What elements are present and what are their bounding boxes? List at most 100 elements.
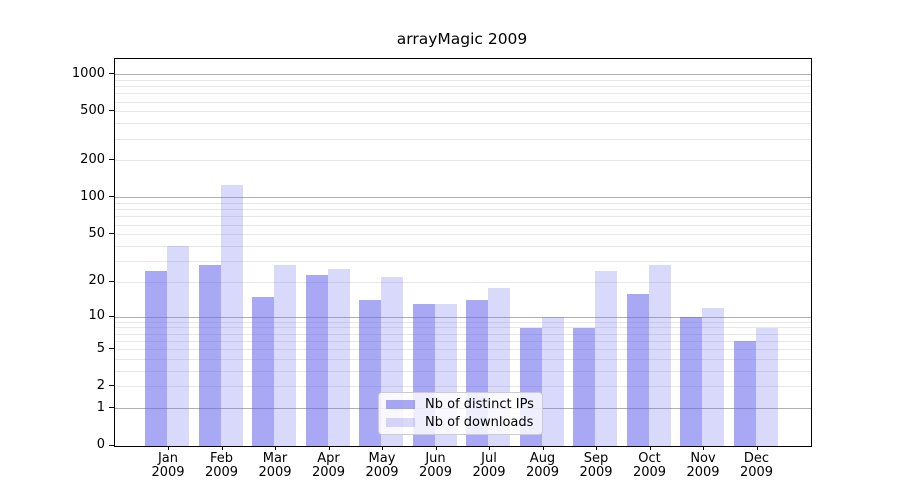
minor-gridline-200 [115, 160, 811, 162]
y-tick-label-1000: 1000 [71, 65, 105, 81]
x-tick-jun [435, 446, 437, 450]
minor-gridline-3 [115, 370, 811, 372]
y-tick-20 [109, 280, 114, 282]
x-tick-jan [168, 446, 169, 450]
minor-gridline-2 [115, 386, 811, 388]
x-tick-feb [221, 446, 223, 450]
minor-gridline-40 [115, 245, 811, 247]
bar-nb-of-downloads-nov [702, 308, 724, 446]
y-tick-5 [109, 348, 114, 350]
bar-nb-of-distinct-ips-sep [573, 327, 595, 446]
chart-title: arrayMagic 2009 [396, 30, 528, 48]
x-tick-mar [275, 446, 276, 450]
x-tick-label-dec: Dec 2009 [739, 451, 774, 480]
legend: Nb of distinct IPs Nb of downloads [378, 392, 543, 435]
minor-gridline-500 [115, 111, 811, 113]
bar-nb-of-distinct-ips-oct [626, 293, 649, 446]
x-tick-may [382, 446, 383, 450]
bar-nb-of-distinct-ips-feb [198, 265, 221, 446]
x-tick-nov [703, 446, 704, 450]
legend-row-distinct-ips: Nb of distinct IPs [386, 397, 535, 412]
minor-gridline-800 [115, 86, 811, 88]
y-tick-label-500: 500 [80, 102, 105, 118]
bar-nb-of-downloads-jan [167, 246, 189, 446]
y-tick-label-1: 1 [96, 399, 105, 415]
bar-nb-of-downloads-mar [274, 265, 296, 446]
x-tick-jul [489, 446, 490, 450]
bar-nb-of-downloads-apr [327, 268, 350, 446]
x-tick-label-nov: Nov 2009 [686, 451, 720, 480]
minor-gridline-300 [115, 138, 811, 140]
x-tick-label-may: May 2009 [365, 451, 399, 480]
major-gridline-10 [115, 316, 811, 318]
y-tick-1000 [109, 73, 114, 75]
minor-gridline-9 [115, 321, 811, 323]
bar-nb-of-downloads-feb [220, 185, 243, 446]
plot-area [114, 58, 812, 447]
bar-nb-of-distinct-ips-jan [145, 270, 167, 446]
x-tick-label-aug: Aug 2009 [525, 451, 560, 480]
minor-gridline-70 [115, 216, 811, 218]
minor-gridline-900 [115, 79, 811, 81]
y-tick-label-0: 0 [96, 437, 105, 452]
y-tick-200 [109, 159, 114, 161]
legend-label-downloads: Nb of downloads [425, 414, 534, 430]
x-tick-sep [596, 446, 597, 450]
x-tick-label-feb: Feb 2009 [204, 451, 239, 480]
major-gridline-1000 [115, 74, 811, 76]
bar-nb-of-distinct-ips-nov [680, 317, 702, 446]
minor-gridline-50 [115, 234, 811, 236]
y-tick-500 [109, 110, 114, 112]
x-tick-oct [649, 446, 651, 450]
x-tick-dec [756, 446, 758, 450]
bar-nb-of-distinct-ips-dec [733, 341, 756, 446]
grid-layer [115, 59, 811, 446]
y-tick-label-10: 10 [88, 308, 105, 324]
y-tick-label-100: 100 [80, 188, 105, 204]
x-tick-label-mar: Mar 2009 [258, 451, 292, 480]
y-tick-label-5: 5 [96, 340, 105, 356]
x-tick-label-jan: Jan 2009 [151, 451, 185, 480]
legend-row-downloads: Nb of downloads [386, 415, 535, 430]
x-tick-label-jul: Jul 2009 [472, 451, 506, 480]
bar-nb-of-downloads-sep [595, 270, 617, 446]
x-tick-label-oct: Oct 2009 [632, 451, 667, 480]
minor-gridline-6 [115, 340, 811, 342]
x-tick-apr [328, 446, 330, 450]
bar-nb-of-distinct-ips-apr [305, 275, 328, 446]
minor-gridline-400 [115, 123, 811, 125]
minor-gridline-4 [115, 359, 811, 360]
y-tick-label-2: 2 [96, 377, 105, 393]
minor-gridline-5 [115, 349, 811, 351]
y-tick-label-200: 200 [80, 151, 105, 167]
x-tick-label-jun: Jun 2009 [418, 451, 453, 480]
x-tick-aug [542, 446, 544, 450]
minor-gridline-60 [115, 224, 811, 226]
x-tick-label-apr: Apr 2009 [311, 451, 346, 480]
bar-nb-of-distinct-ips-mar [252, 296, 274, 446]
legend-swatch-downloads [386, 417, 415, 427]
minor-gridline-8 [115, 327, 811, 329]
y-tick-10 [109, 315, 114, 317]
y-tick-1 [109, 407, 114, 409]
minor-gridline-700 [115, 93, 811, 95]
minor-gridline-7 [115, 333, 811, 335]
y-tick-0 [109, 444, 114, 446]
y-tick-100 [109, 196, 114, 198]
minor-gridline-90 [115, 203, 811, 205]
bar-nb-of-downloads-aug [541, 317, 564, 446]
minor-gridline-600 [115, 101, 811, 103]
legend-swatch-distinct-ips [386, 400, 415, 410]
minor-gridline-80 [115, 209, 811, 211]
y-tick-label-50: 50 [88, 225, 105, 241]
minor-gridline-20 [115, 281, 811, 283]
major-gridline-100 [115, 197, 811, 199]
bar-layer [115, 59, 811, 446]
bar-nb-of-downloads-oct [648, 265, 671, 446]
y-tick-label-20: 20 [88, 273, 105, 289]
y-tick-2 [109, 385, 114, 387]
minor-gridline-30 [115, 260, 811, 262]
bar-nb-of-distinct-ips-may [359, 300, 381, 446]
legend-label-distinct-ips: Nb of distinct IPs [425, 397, 534, 413]
